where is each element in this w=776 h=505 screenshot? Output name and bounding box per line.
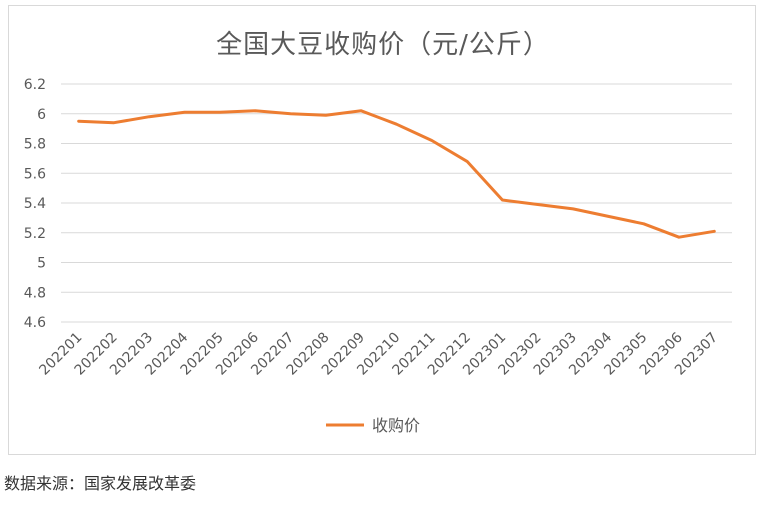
source-note: 数据来源：国家发展改革委 (4, 474, 197, 493)
y-tick-label: 6 (37, 107, 46, 123)
y-tick-label: 5 (37, 256, 46, 272)
y-tick-label: 5.4 (24, 196, 46, 212)
series-line (77, 109, 716, 239)
y-tick-label: 5.6 (24, 166, 46, 182)
y-tick-label: 4.6 (24, 315, 46, 331)
chart-title: 全国大豆收购价（元/公斤） (216, 30, 550, 60)
y-tick-label: 4.8 (24, 285, 46, 301)
legend-label: 收购价 (372, 416, 420, 435)
y-tick-label: 6.2 (24, 77, 46, 93)
y-tick-label: 5.2 (24, 226, 46, 242)
y-tick-label: 5.8 (24, 137, 46, 153)
chart-frame: 全国大豆收购价（元/公斤） (8, 5, 756, 455)
